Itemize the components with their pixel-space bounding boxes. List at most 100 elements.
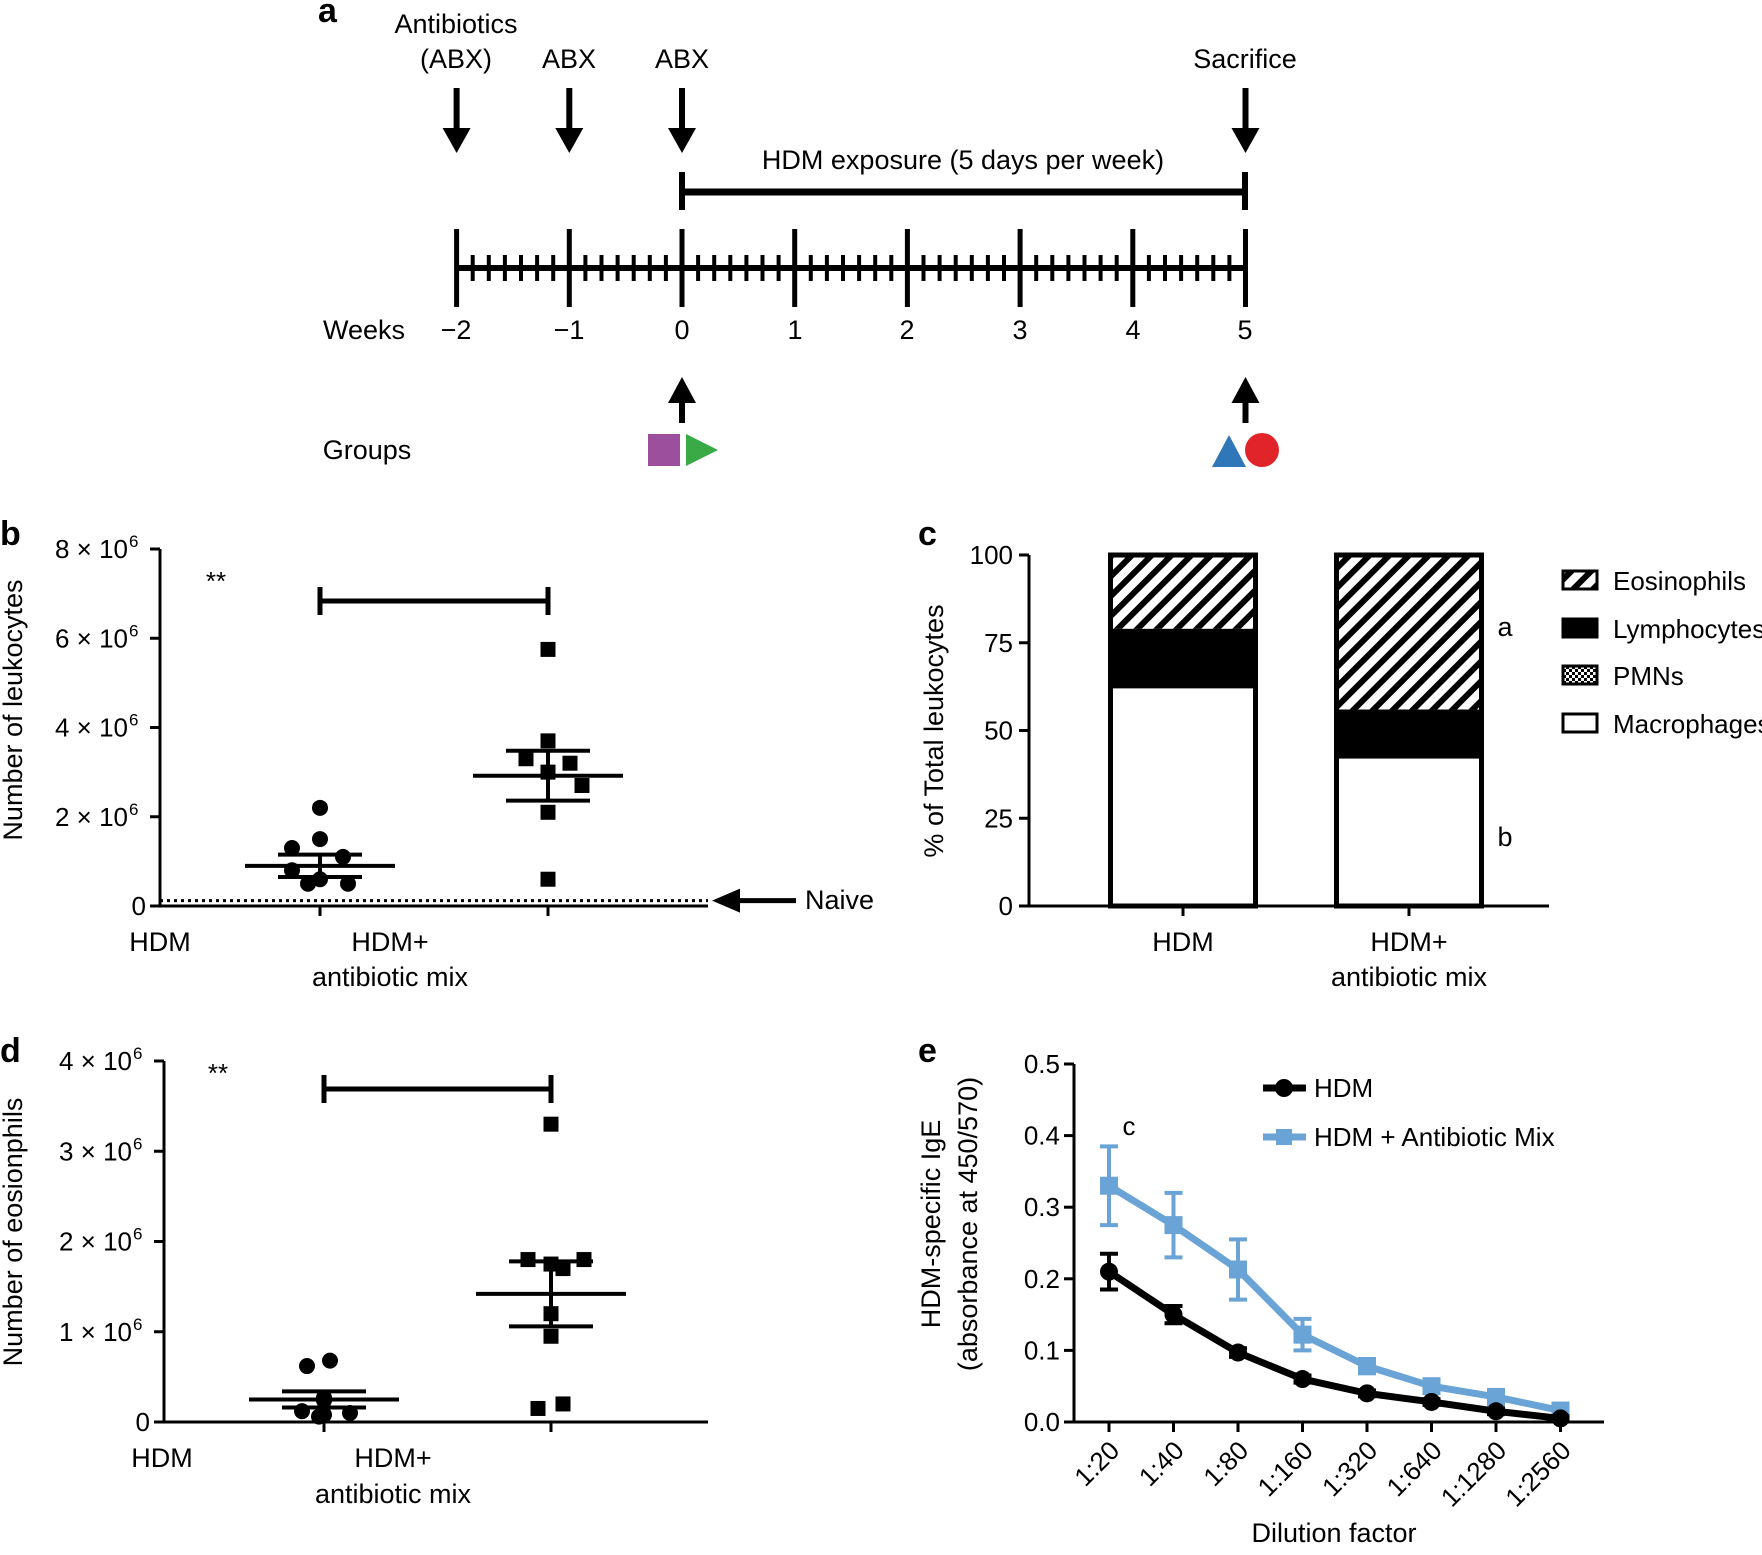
y-tick-label: 0.0 [1024,1407,1060,1437]
legend-swatch-macrophages [1561,712,1599,734]
bar-segment-lymphocytes [1336,709,1482,759]
data-point-hdm [1487,1402,1505,1421]
y-tick-label: 0.2 [1024,1264,1060,1294]
legend-marker-abx [1276,1129,1292,1145]
y-tick-label: 100 [970,540,1013,570]
y-tick-label: 3 × 10 [59,1136,132,1166]
data-point-hdm [311,1408,327,1425]
x-tick-label: 1:80 [1197,1435,1254,1492]
x-tick-label: 1:2560 [1499,1435,1576,1512]
data-point-hdm [312,831,328,848]
bar-segment-macrophages [1336,758,1482,906]
data-point-abx [540,804,556,820]
panel-b-ylabel: Number of leukocytes [0,579,28,840]
event-arrow-head-0 [442,128,471,153]
panel-d-data [249,1075,626,1425]
data-point-abx [1164,1216,1183,1235]
data-point-hdm [335,848,351,865]
y-tick-exponent: 6 [133,1225,142,1244]
series-line-abx [1107,1182,1562,1414]
y-tick-label: 0.4 [1024,1121,1060,1151]
y-tick-label: 75 [984,628,1013,658]
group-arrow-head-1 [1231,377,1260,403]
panel-b-cat-hdm: HDM [129,927,191,957]
panel-c-annot-a: a [1497,612,1513,642]
event-arrow-head-3 [1231,128,1260,153]
bar-segment-eosinophils [1110,555,1256,629]
naive-arrow-head [712,888,740,913]
groups-label: Groups [323,435,412,465]
y-tick-label: 0 [999,891,1013,921]
bar-segment-eosinophils [1336,555,1482,710]
y-tick-exponent: 6 [129,711,138,730]
legend-swatch-lymphocytes [1561,617,1599,639]
panel-c-letter: c [918,515,937,553]
group-arrows [668,377,1260,423]
y-tick-label: 0.3 [1024,1192,1060,1222]
y-tick-label: 50 [984,716,1013,746]
event-label-abx-week-0: ABX [655,44,709,74]
panel-c-axes: 0 25 50 75 100 [970,540,1549,921]
event-label-abx-paren: (ABX) [420,44,492,74]
legend-hdm: HDM [1314,1073,1373,1103]
week-tick-minus1: −1 [554,315,585,345]
data-point-hdm [322,1352,338,1369]
x-tick-label: 1:160 [1252,1435,1319,1502]
data-point-abx [1100,1176,1118,1195]
panel-e-legend: HDM HDM + Antibiotic Mix [1263,1073,1555,1152]
data-point-abx [530,1400,546,1416]
x-tick-label: 1:20 [1068,1435,1125,1492]
panel-a-timeline: a Antibiotics (ABX) ABX ABX Sacrifice HD… [318,0,1297,467]
data-point-abx [1229,1260,1247,1279]
bar-segment-macrophages [1110,688,1256,906]
data-point-abx [1422,1377,1441,1396]
panel-d-cat-hdm: HDM [131,1443,193,1473]
y-tick-exponent: 6 [129,800,138,819]
panel-d-ylabel: Number of eosionphils [0,1098,28,1367]
panel-d-eosinophils: d Number of eosionphils 01 × 10 62 × 10 63… [0,1032,708,1509]
y-tick-exponent: 6 [133,1134,142,1153]
panel-d-letter: d [0,1032,21,1070]
data-point-hdm [1422,1392,1441,1411]
event-label-abx-week-minus1: ABX [542,44,596,74]
week-tick-4: 4 [1125,315,1140,345]
data-point-hdm [1164,1305,1183,1324]
panel-d-cat-abx-line1: HDM+ [354,1443,431,1473]
data-point-hdm [340,875,356,892]
panel-e-ylabel-line2: (absorbance at 450/570) [953,1077,983,1371]
timeline-ticks [454,229,1248,307]
legend-swatch-eosinophils [1561,569,1599,591]
panel-c-cat-abx-line1: HDM+ [1370,927,1447,957]
y-tick-exponent: 6 [129,532,138,551]
data-point-hdm [1358,1384,1376,1403]
panel-b-significance: ** [206,566,226,596]
week-tick-minus2: −2 [441,315,472,345]
panel-c-composition: c % of Total leukocytes 0 25 50 75 100 a b H… [918,515,1762,992]
panel-e-xlabel: Dilution factor [1251,1518,1416,1548]
data-point-hdm [1229,1343,1247,1362]
group-arrow-head-0 [668,377,696,403]
y-tick-label: 0 [132,891,146,921]
data-point-hdm [284,839,300,856]
y-tick-label: 4 × 10 [55,713,128,743]
data-point-hdm [300,875,316,892]
y-tick-label: 1 × 10 [59,1317,132,1347]
data-point-abx [540,641,556,657]
panel-d-significance: ** [208,1058,228,1088]
week-tick-5: 5 [1237,315,1252,345]
legend-abx: HDM + Antibiotic Mix [1314,1122,1555,1152]
group-triangle-up-marker [1212,435,1246,467]
panel-d-axes: 01 × 10 62 × 10 63 × 10 64 × 10 6 [59,1044,708,1437]
event-arrow-head-1 [555,128,584,153]
bar-outline [1108,552,1258,909]
y-tick-label: 0.5 [1024,1049,1060,1079]
data-point-hdm [1551,1409,1570,1428]
y-tick-label: 8 × 10 [55,534,128,564]
group-square-marker [648,434,680,466]
event-label-antibiotics: Antibiotics [394,9,517,39]
legend-macrophages: Macrophages [1613,709,1762,739]
y-tick-label: 6 × 10 [55,623,128,653]
data-point-hdm [312,799,328,816]
series-line-hdm [1107,1268,1561,1422]
